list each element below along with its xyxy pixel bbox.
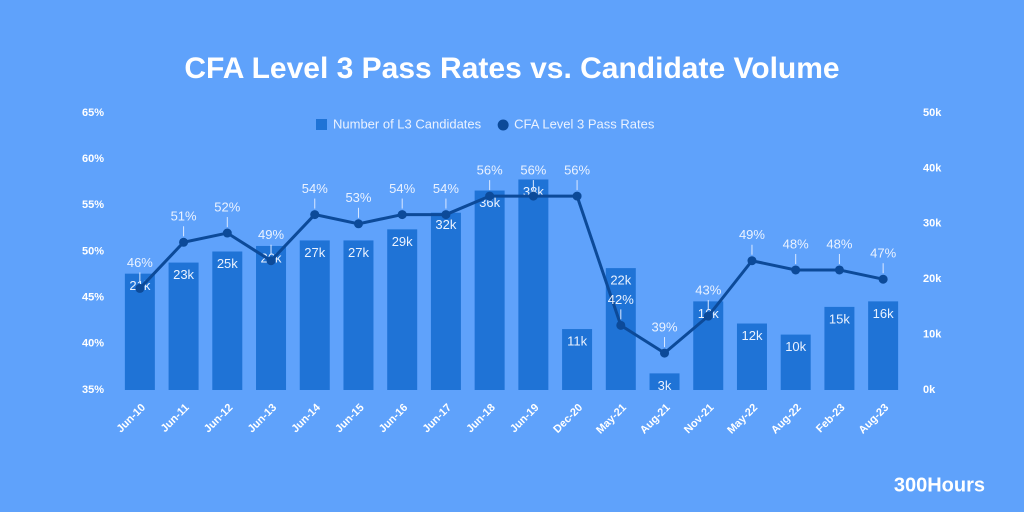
- y-tick-label: 50%: [82, 245, 104, 257]
- bar: [780, 334, 811, 390]
- bar: [474, 190, 505, 390]
- line: [138, 194, 884, 355]
- line-value-label: 56%: [520, 163, 546, 178]
- y-tick-label: 65%: [82, 107, 104, 119]
- y-tick-label: 35%: [82, 384, 104, 396]
- bar-value-label: 27k: [348, 245, 369, 260]
- line-marker: [485, 191, 495, 201]
- line-value-label: 49%: [258, 227, 284, 242]
- line-value-label: 46%: [127, 255, 153, 270]
- bar-value-label: 27k: [304, 245, 325, 260]
- line-marker: [660, 348, 670, 358]
- line-marker: [222, 228, 232, 238]
- line-marker: [703, 311, 713, 321]
- y2-tick-label: 20k: [923, 273, 942, 285]
- line-value-label: 39%: [652, 320, 678, 335]
- bar-value-label: 11k: [567, 333, 587, 348]
- bar: [343, 240, 374, 390]
- legend-label: CFA Level 3 Pass Rates: [514, 116, 655, 131]
- bar: [868, 301, 899, 390]
- line-marker: [397, 210, 407, 220]
- line-marker: [791, 265, 801, 275]
- y2-tick-label: 50k: [923, 107, 942, 119]
- bar: [736, 323, 767, 390]
- bar: [562, 329, 593, 390]
- y2-tick-label: 0k: [923, 384, 936, 396]
- bar: [518, 179, 549, 390]
- legend-label: Number of L3 Candidates: [333, 116, 482, 131]
- bar: [430, 212, 461, 390]
- y-tick-label: 60%: [82, 153, 104, 165]
- y-tick-label: 40%: [82, 338, 104, 350]
- bar-value-label: 12k: [741, 328, 762, 343]
- line-value-label: 54%: [433, 181, 459, 196]
- bar: [649, 373, 680, 390]
- y2-tick-label: 40k: [923, 162, 942, 174]
- line-value-label: 48%: [783, 236, 809, 251]
- bar: [212, 251, 243, 390]
- line-marker: [353, 219, 363, 229]
- line-marker: [878, 274, 888, 284]
- line-value-label: 56%: [564, 163, 590, 178]
- line-value-label: 49%: [739, 227, 765, 242]
- bar: [124, 273, 155, 390]
- bar-value-label: 16k: [873, 306, 894, 321]
- line-value-label: 54%: [302, 181, 328, 196]
- bar: [824, 306, 855, 390]
- line-value-label: 53%: [345, 190, 371, 205]
- line-value-label: 56%: [477, 163, 503, 178]
- bar-value-label: 22k: [610, 273, 631, 288]
- bar-value-label: 29k: [392, 234, 413, 249]
- line-marker: [266, 256, 276, 266]
- line-marker: [528, 191, 538, 201]
- legend-swatch: [497, 119, 509, 131]
- line-value-label: 51%: [171, 209, 197, 224]
- line-value-label: 47%: [870, 246, 896, 261]
- bar-value-label: 10k: [785, 339, 806, 354]
- line-value-label: 52%: [214, 199, 240, 214]
- line-value-label: 48%: [826, 236, 852, 251]
- line-marker: [616, 320, 626, 330]
- bar-value-label: 32k: [435, 217, 456, 232]
- y-tick-label: 55%: [82, 199, 104, 211]
- bar-value-label: 15k: [829, 311, 850, 326]
- y-tick-label: 45%: [82, 292, 104, 304]
- line-marker: [441, 210, 451, 220]
- chart-title: CFA Level 3 Pass Rates vs. Candidate Vol…: [184, 52, 839, 85]
- bar-value-label: 25k: [217, 256, 238, 271]
- line-marker: [747, 256, 757, 266]
- y2-tick-label: 30k: [923, 218, 942, 230]
- y2-tick-label: 10k: [923, 329, 942, 341]
- line-marker: [834, 265, 844, 275]
- line-marker: [310, 210, 320, 220]
- line-value-label: 43%: [695, 283, 721, 298]
- bar: [256, 245, 287, 390]
- bar: [299, 240, 330, 390]
- legend-swatch: [316, 119, 327, 130]
- line-marker: [179, 237, 189, 247]
- bar-value-label: 3k: [658, 378, 672, 393]
- bar: [168, 262, 199, 390]
- line-value-label: 54%: [389, 181, 415, 196]
- bar-value-label: 23k: [173, 267, 194, 282]
- line-value-label: 42%: [608, 292, 634, 307]
- line-marker: [572, 191, 582, 201]
- bar: [387, 229, 418, 390]
- brand: 300Hours: [894, 474, 985, 496]
- line-marker: [135, 283, 145, 293]
